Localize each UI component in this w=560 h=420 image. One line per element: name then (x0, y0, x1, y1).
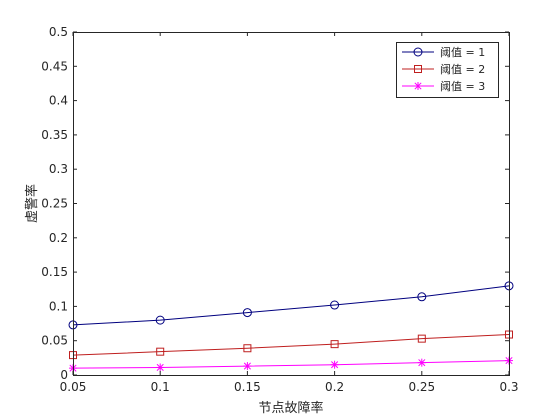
data-point (330, 340, 339, 349)
y-tick-label: 0.4 (49, 94, 68, 108)
legend-label: 阈值 = 2 (440, 62, 485, 76)
x-tick-label: 0.05 (60, 380, 87, 394)
y-tick-label: 0 (60, 368, 68, 382)
x-tick-label: 0.2 (325, 380, 344, 394)
x-tick-label: 0.3 (499, 380, 518, 394)
data-point (414, 65, 422, 73)
data-point (155, 315, 165, 325)
x-tick-label: 0.15 (234, 380, 261, 394)
y-tick-label: 0.35 (41, 128, 68, 142)
y-tick-label: 0.5 (49, 25, 68, 39)
legend-label: 阈值 = 3 (440, 79, 485, 93)
data-point (414, 82, 422, 90)
legend-entry: 阈值 = 1 (402, 45, 485, 59)
y-tick-label: 0.15 (41, 265, 68, 279)
y-tick-label: 0.45 (41, 59, 68, 73)
x-tick-label: 0.25 (408, 380, 435, 394)
legend-entry: 阈值 = 3 (402, 79, 485, 93)
data-point (330, 360, 339, 369)
legend-entry: 阈值 = 2 (402, 62, 485, 76)
data-point (156, 347, 165, 356)
legend: 阈值 = 1 阈值 = 2 阈值 = 3 (396, 42, 499, 98)
data-point (417, 292, 427, 302)
y-axis-label: 虚警率 (24, 184, 40, 223)
series-line (72, 285, 510, 326)
series-line (72, 334, 510, 356)
data-point (417, 334, 426, 343)
data-point (330, 300, 340, 310)
x-axis: 0.05 0.1 0.15 0.2 0.25 0.3 (60, 32, 519, 394)
data-point (242, 308, 252, 318)
data-point (413, 47, 423, 57)
x-axis-label: 节点故障率 (258, 400, 323, 416)
y-tick-label: 0.1 (49, 299, 68, 313)
x-tick-label: 0.1 (151, 380, 170, 394)
series-layer (68, 281, 514, 373)
y-axis: 0 0.05 0.1 0.15 0.2 0.25 0.3 0.35 0.4 0.45 0.5 (41, 25, 509, 382)
data-point (417, 358, 426, 367)
y-tick-label: 0.2 (49, 231, 68, 245)
y-tick-label: 0.05 (41, 334, 68, 348)
series-line (72, 360, 510, 369)
legend-label: 阈值 = 1 (440, 45, 485, 59)
data-point (156, 363, 165, 372)
y-tick-label: 0.25 (41, 197, 68, 211)
data-point (243, 344, 252, 353)
y-tick-label: 0.3 (49, 162, 68, 176)
data-point (243, 362, 252, 371)
